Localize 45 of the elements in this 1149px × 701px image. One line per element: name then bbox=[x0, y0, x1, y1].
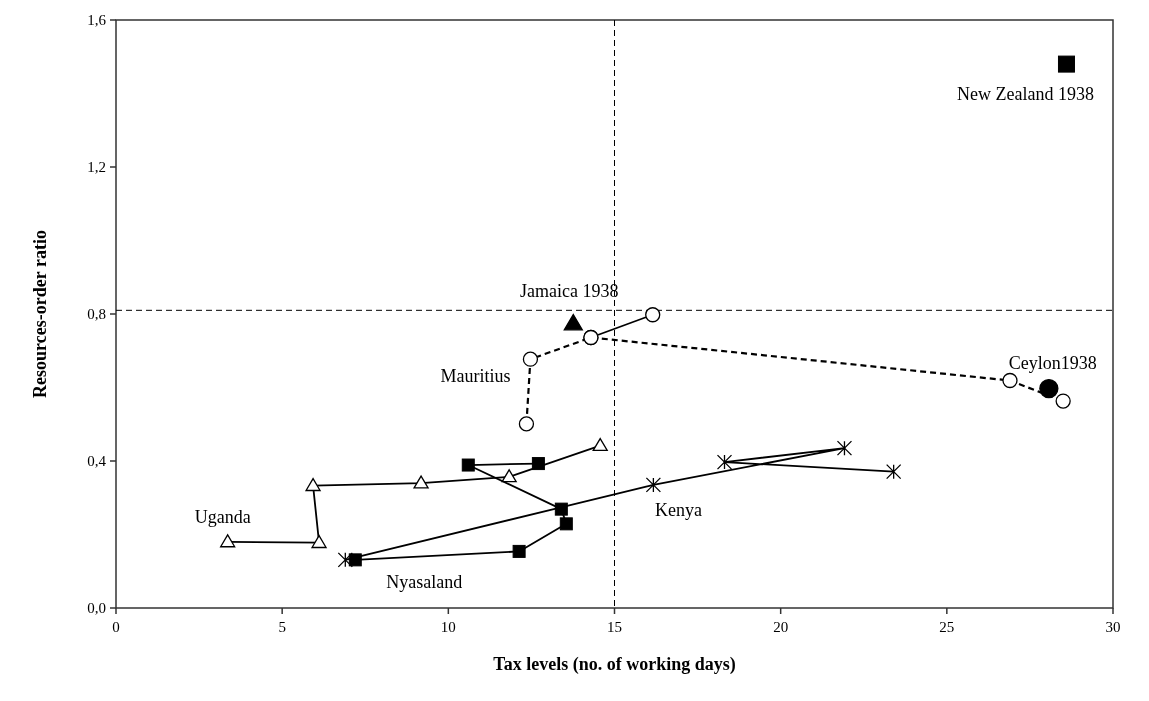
point bbox=[501, 469, 517, 483]
point bbox=[311, 534, 327, 549]
point bbox=[461, 458, 475, 472]
x-axis-title: Tax levels (no. of working days) bbox=[493, 654, 736, 675]
point bbox=[1055, 393, 1071, 409]
point bbox=[592, 437, 608, 452]
x-tick-label: 5 bbox=[278, 619, 286, 635]
y-tick-label: 0,0 bbox=[87, 600, 106, 616]
x-tick-label: 20 bbox=[773, 619, 789, 635]
point bbox=[645, 307, 661, 323]
series-label: Mauritius bbox=[440, 366, 511, 387]
series-label: Nyasaland bbox=[386, 571, 463, 592]
point bbox=[645, 477, 662, 493]
point bbox=[305, 477, 321, 492]
point bbox=[1039, 378, 1059, 399]
series-label: New Zealand 1938 bbox=[957, 84, 1094, 105]
point bbox=[531, 457, 545, 471]
x-tick-label: 0 bbox=[112, 619, 120, 635]
point bbox=[413, 475, 429, 489]
point bbox=[518, 416, 535, 432]
y-tick-label: 0,8 bbox=[87, 306, 106, 322]
x-tick-label: 10 bbox=[440, 619, 456, 635]
y-tick-label: 0,4 bbox=[87, 453, 107, 469]
series-label: Kenya bbox=[654, 500, 702, 521]
point bbox=[563, 313, 583, 331]
point bbox=[512, 544, 526, 558]
x-tick-label: 30 bbox=[1105, 619, 1121, 635]
y-axis-title: Resources-order ratio bbox=[30, 230, 50, 398]
point bbox=[716, 454, 733, 470]
point bbox=[337, 552, 353, 568]
series-label: Ceylon1938 bbox=[1008, 352, 1097, 373]
point bbox=[1057, 55, 1075, 73]
point bbox=[554, 502, 568, 516]
y-tick-label: 1,2 bbox=[87, 159, 106, 175]
point bbox=[522, 351, 539, 367]
y-tick-label: 1,6 bbox=[87, 12, 107, 28]
series-label: Jamaica 1938 bbox=[520, 280, 619, 301]
point bbox=[1002, 372, 1018, 389]
series-label: Uganda bbox=[194, 506, 251, 527]
x-tick-label: 15 bbox=[607, 619, 622, 635]
point bbox=[886, 464, 902, 480]
x-tick-label: 25 bbox=[939, 619, 955, 635]
point bbox=[836, 440, 853, 456]
point bbox=[220, 534, 236, 548]
point bbox=[559, 517, 573, 531]
